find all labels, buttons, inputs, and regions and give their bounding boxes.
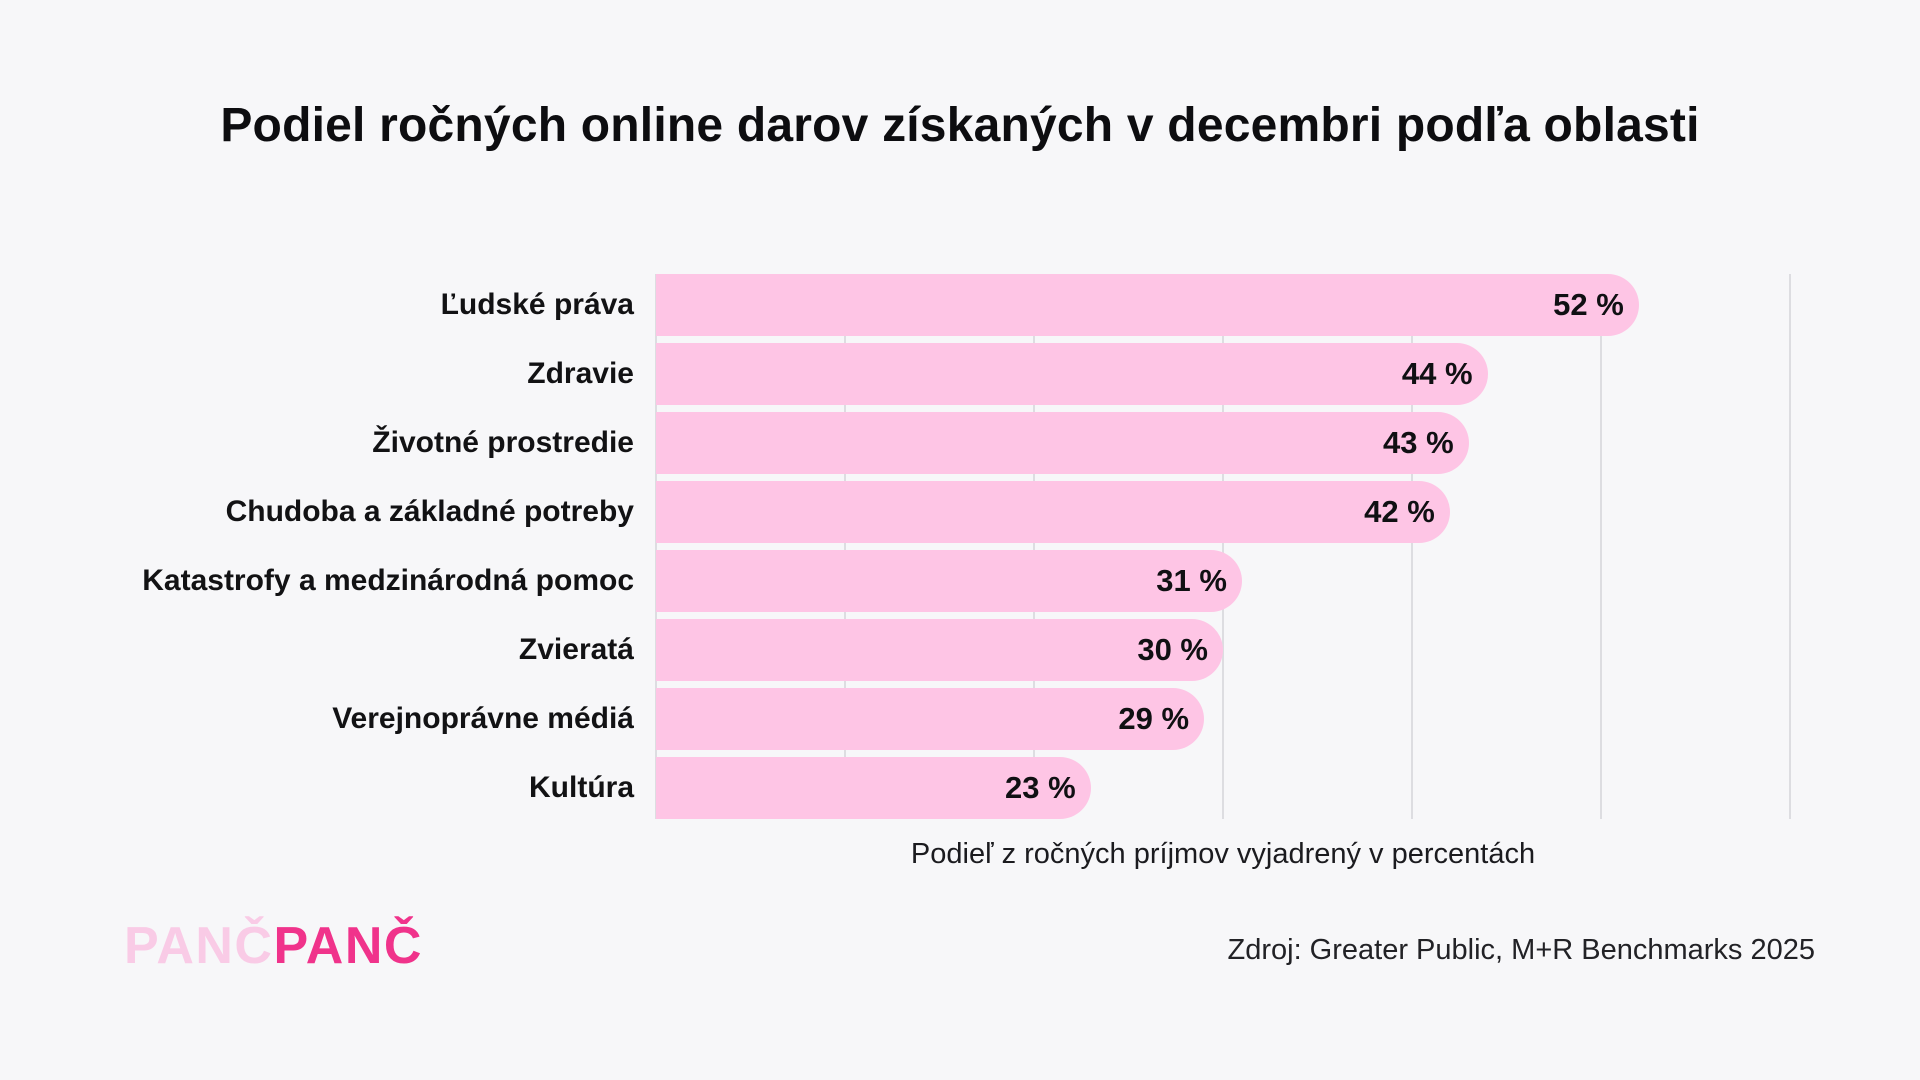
bar: 30 %: [656, 619, 1223, 681]
bar-value-label: 42 %: [1364, 494, 1435, 529]
bar-row: 44 %: [656, 343, 1790, 405]
bar: 44 %: [656, 343, 1488, 405]
bar-value-label: 23 %: [1005, 770, 1076, 805]
bar-row: 42 %: [656, 481, 1790, 543]
bar: 29 %: [656, 688, 1205, 750]
bar-value-label: 31 %: [1156, 563, 1227, 598]
bar: 43 %: [656, 412, 1469, 474]
category-label: Zdravie: [527, 357, 634, 390]
chart-title: Podiel ročných online darov získaných v …: [220, 99, 1700, 152]
brand-logo-part1: PANČ: [124, 917, 274, 975]
bar-row: 31 %: [656, 550, 1790, 612]
category-label: Kultúra: [529, 771, 634, 804]
bar-value-label: 30 %: [1137, 632, 1208, 667]
bar-row: 43 %: [656, 412, 1790, 474]
brand-logo-part2: PANČ: [273, 917, 423, 975]
category-label: Zvieratá: [518, 633, 634, 666]
category-label: Katastrofy a medzinárodná pomoc: [142, 564, 634, 597]
x-axis-label: Podieľ z ročných príjmov vyjadrený v per…: [910, 838, 1536, 870]
category-label: Ľudské práva: [440, 288, 634, 321]
gridline: [655, 274, 657, 819]
bar-row: 30 %: [656, 619, 1790, 681]
bar-value-label: 52 %: [1553, 287, 1624, 322]
plot-area: 52 % 44 % 43 % 42 % 31 % 30 % 29 % 23 %: [655, 274, 1791, 819]
bar-value-label: 44 %: [1401, 356, 1473, 391]
bar-row: 52 %: [656, 274, 1790, 336]
gridline: [1222, 274, 1224, 819]
bar: 52 %: [656, 274, 1639, 336]
bar: 42 %: [656, 481, 1450, 543]
source-credit: Zdroj: Greater Public, M+R Benchmarks 20…: [1227, 934, 1816, 966]
brand-logo: PANČPANČ: [124, 920, 423, 972]
bar-value-label: 29 %: [1118, 701, 1190, 736]
category-label: Chudoba a základné potreby: [225, 495, 634, 528]
bar-value-label: 43 %: [1383, 425, 1454, 460]
category-labels-column: Ľudské práva Zdravie Životné prostredie Chu…: [0, 274, 634, 826]
category-label: Životné prostredie: [372, 426, 634, 459]
gridline: [1411, 274, 1413, 819]
gridline: [1033, 274, 1035, 819]
bar: 23 %: [656, 757, 1091, 819]
bar: 31 %: [656, 550, 1242, 612]
gridline: [1600, 274, 1602, 819]
bar-row: 23 %: [656, 757, 1790, 819]
bar-row: 29 %: [656, 688, 1790, 750]
category-label: Verejnoprávne médiá: [332, 702, 634, 735]
gridline: [1789, 274, 1791, 819]
gridline: [844, 274, 846, 819]
